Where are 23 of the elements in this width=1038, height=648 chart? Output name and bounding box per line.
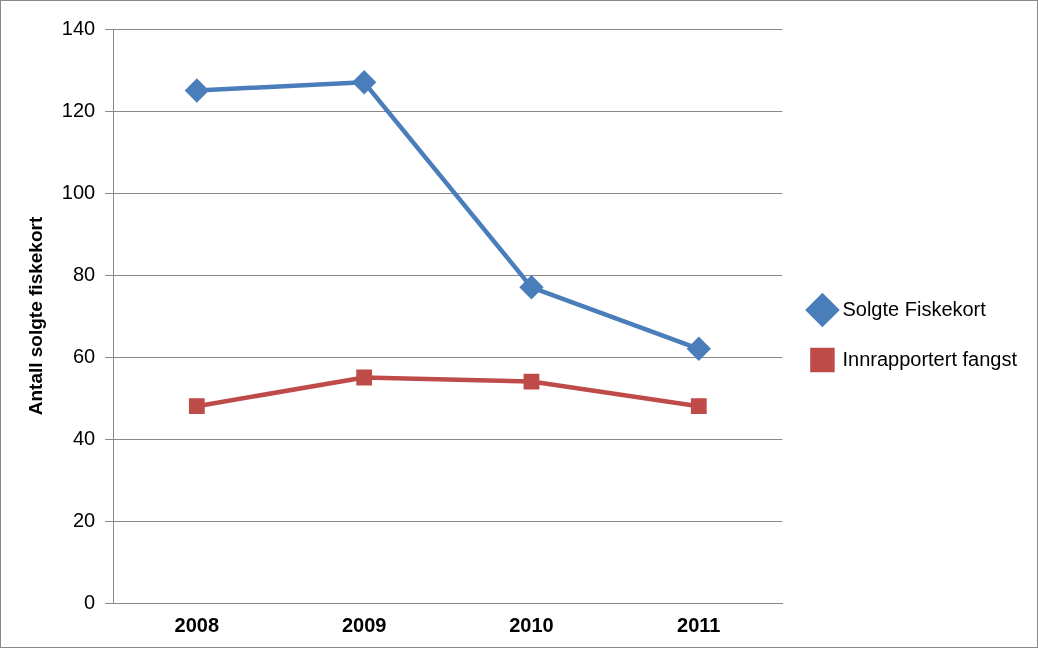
point <box>356 369 373 386</box>
point <box>185 79 209 102</box>
point <box>687 337 711 361</box>
y-tick-label: 20 <box>72 508 96 531</box>
y-tick-label: 60 <box>72 344 96 367</box>
y-tick-label: 100 <box>61 180 96 203</box>
x-tick-label: 2010 <box>509 613 554 636</box>
x-tick-label: 2008 <box>174 613 220 636</box>
point <box>523 373 540 390</box>
legend-label: Solgte Fiskekort <box>842 297 987 320</box>
point <box>352 71 376 94</box>
legend-label: Innrapportert fangst <box>842 347 1018 370</box>
y-tick-label: 80 <box>72 262 96 285</box>
y-tick-label: 120 <box>61 98 96 121</box>
point <box>690 398 707 415</box>
y-tick-label: 140 <box>61 16 96 39</box>
y-tick-label: 40 <box>72 426 96 449</box>
point <box>520 276 543 299</box>
x-tick-label: 2009 <box>341 613 387 636</box>
x-tick-label: 2011 <box>677 613 721 636</box>
y-tick-label: 0 <box>84 590 96 613</box>
point <box>188 398 205 415</box>
y-axis-title: Antall solgte fiskekort <box>24 216 46 416</box>
